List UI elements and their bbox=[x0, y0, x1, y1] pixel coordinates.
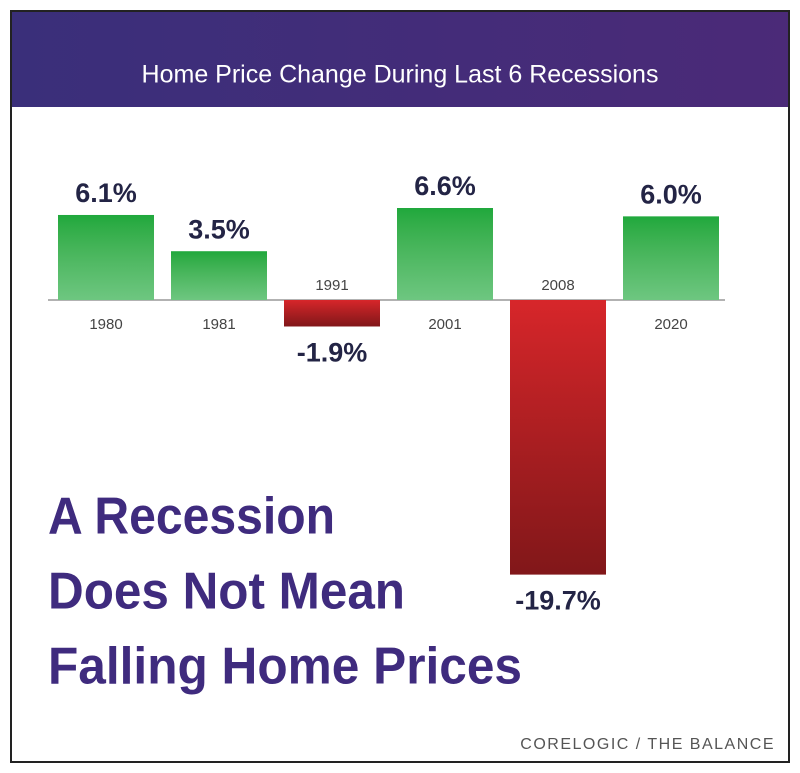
value-label: 3.5% bbox=[188, 214, 250, 244]
bar bbox=[397, 208, 493, 300]
category-label: 1980 bbox=[89, 316, 122, 333]
value-label: 6.1% bbox=[75, 178, 137, 208]
annotation-line: Does Not Mean bbox=[48, 563, 405, 621]
bar bbox=[623, 216, 719, 300]
category-label: 2008 bbox=[541, 277, 574, 294]
category-label: 2020 bbox=[654, 316, 687, 333]
bar bbox=[510, 300, 606, 575]
value-label: -19.7% bbox=[515, 586, 601, 616]
bar bbox=[284, 300, 380, 327]
chart-title: Home Price Change During Last 6 Recessio… bbox=[142, 61, 659, 89]
category-label: 2001 bbox=[428, 316, 461, 333]
header-band bbox=[12, 12, 788, 107]
category-label: 1991 bbox=[315, 277, 348, 294]
value-label: -1.9% bbox=[297, 338, 368, 368]
bar bbox=[58, 214, 154, 300]
value-label: 6.6% bbox=[414, 171, 476, 201]
category-label: 1981 bbox=[202, 316, 235, 333]
value-label: 6.0% bbox=[640, 179, 702, 209]
bar bbox=[171, 251, 267, 300]
annotation-line: Falling Home Prices bbox=[48, 638, 522, 696]
frame bbox=[10, 10, 790, 763]
source: CORELOGIC / THE BALANCE bbox=[520, 736, 775, 753]
annotation-line: A Recession bbox=[48, 488, 335, 546]
